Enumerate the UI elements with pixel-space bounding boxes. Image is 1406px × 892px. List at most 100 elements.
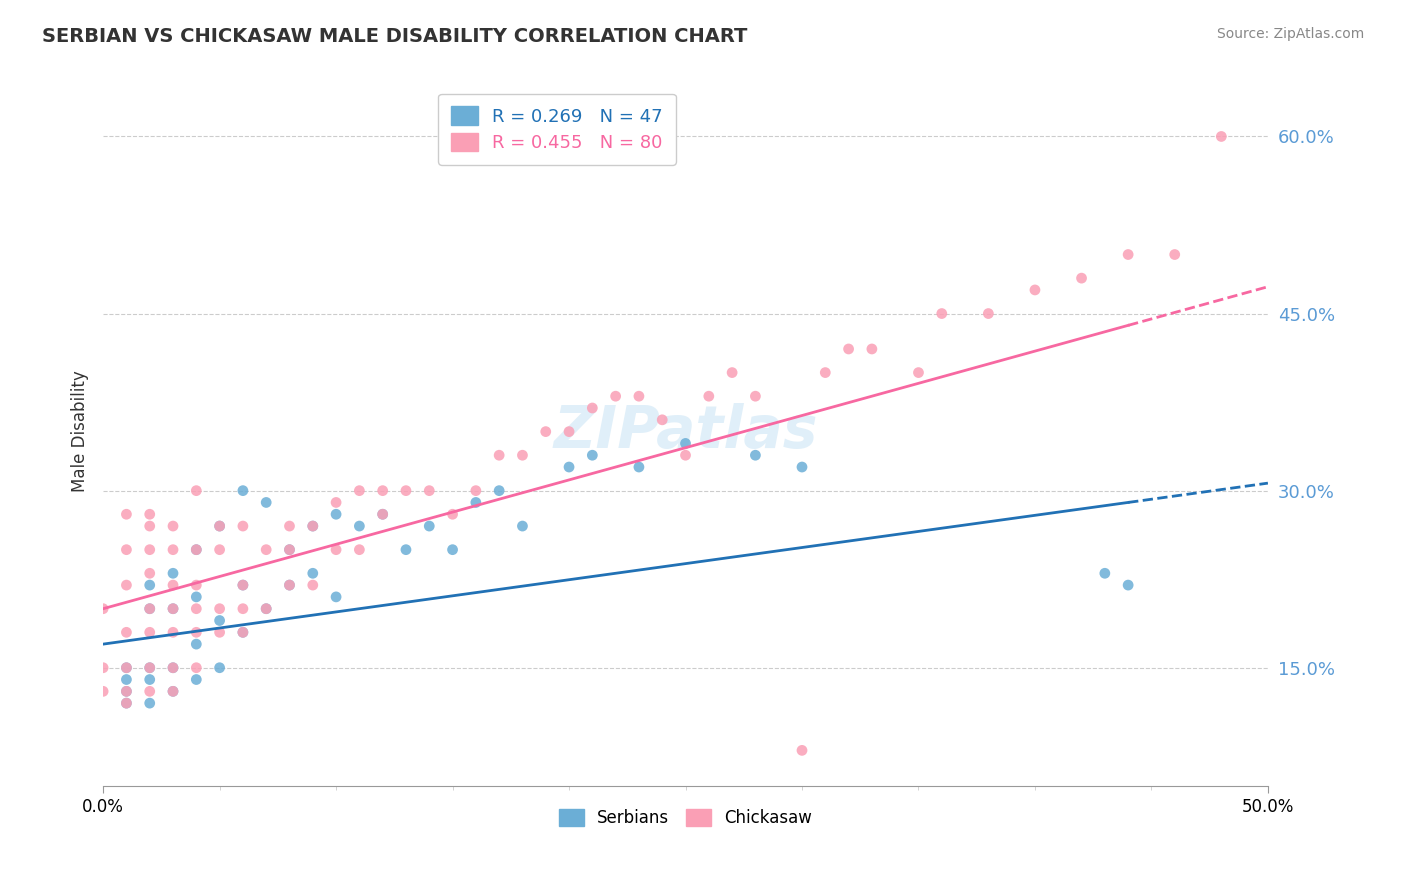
Point (232, 578, 254, 592)
Point (1116, 247, 1139, 261)
Point (162, 601, 184, 615)
Point (115, 673, 138, 687)
Point (790, 743, 813, 757)
Point (301, 519, 323, 533)
Point (138, 625, 160, 640)
Point (278, 519, 301, 533)
Point (488, 448, 510, 462)
Point (325, 495, 347, 509)
Point (744, 448, 766, 462)
Point (138, 566, 160, 581)
Point (371, 483, 394, 498)
Point (115, 625, 138, 640)
Point (162, 661, 184, 675)
Point (325, 590, 347, 604)
Point (138, 519, 160, 533)
Point (162, 519, 184, 533)
Point (115, 508, 138, 522)
Point (232, 483, 254, 498)
Point (232, 601, 254, 615)
Point (186, 542, 208, 557)
Point (138, 578, 160, 592)
Point (186, 483, 208, 498)
Point (605, 389, 627, 403)
Point (138, 542, 160, 557)
Point (418, 519, 440, 533)
Point (301, 566, 323, 581)
Point (254, 542, 277, 557)
Point (1211, 129, 1233, 144)
Point (907, 366, 929, 380)
Point (138, 684, 160, 698)
Point (395, 483, 418, 498)
Point (162, 684, 184, 698)
Text: Source: ZipAtlas.com: Source: ZipAtlas.com (1216, 27, 1364, 41)
Point (790, 460, 813, 475)
Point (208, 519, 231, 533)
Point (115, 684, 138, 698)
Point (162, 542, 184, 557)
Point (464, 483, 486, 498)
Point (115, 661, 138, 675)
Point (208, 519, 231, 533)
Point (325, 508, 347, 522)
Point (138, 508, 160, 522)
Point (534, 425, 557, 439)
Point (162, 566, 184, 581)
Point (1094, 566, 1116, 581)
Point (186, 601, 208, 615)
Point (931, 307, 953, 321)
Point (208, 625, 231, 640)
Point (814, 366, 837, 380)
Point (325, 542, 347, 557)
Point (91, 684, 114, 698)
Point (254, 601, 277, 615)
Point (91, 661, 114, 675)
Point (512, 448, 534, 462)
Point (186, 625, 208, 640)
Point (232, 578, 254, 592)
Point (1116, 578, 1139, 592)
Point (349, 483, 371, 498)
Point (208, 601, 231, 615)
Point (208, 542, 231, 557)
Point (441, 542, 464, 557)
Point (1024, 283, 1046, 297)
Point (254, 601, 277, 615)
Point (115, 684, 138, 698)
Point (977, 307, 1000, 321)
Point (278, 578, 301, 592)
Point (838, 342, 860, 356)
Point (278, 542, 301, 557)
Point (138, 673, 160, 687)
Point (162, 661, 184, 675)
Point (558, 460, 581, 475)
Point (581, 401, 603, 415)
Point (162, 684, 184, 698)
Point (138, 601, 160, 615)
Point (581, 448, 603, 462)
Text: SERBIAN VS CHICKASAW MALE DISABILITY CORRELATION CHART: SERBIAN VS CHICKASAW MALE DISABILITY COR… (42, 27, 748, 45)
Point (115, 696, 138, 710)
Point (232, 625, 254, 640)
Point (115, 578, 138, 592)
Point (138, 661, 160, 675)
Point (301, 519, 323, 533)
Point (186, 673, 208, 687)
Point (860, 342, 883, 356)
Point (186, 661, 208, 675)
Point (91, 601, 114, 615)
Point (186, 578, 208, 592)
Point (278, 578, 301, 592)
Point (651, 413, 673, 427)
Point (186, 542, 208, 557)
Point (464, 495, 486, 509)
Point (627, 389, 650, 403)
Point (162, 601, 184, 615)
Point (349, 519, 371, 533)
Point (186, 590, 208, 604)
Text: ZIPatlas: ZIPatlas (554, 403, 818, 460)
Point (1070, 271, 1092, 285)
Point (395, 542, 418, 557)
Point (115, 542, 138, 557)
